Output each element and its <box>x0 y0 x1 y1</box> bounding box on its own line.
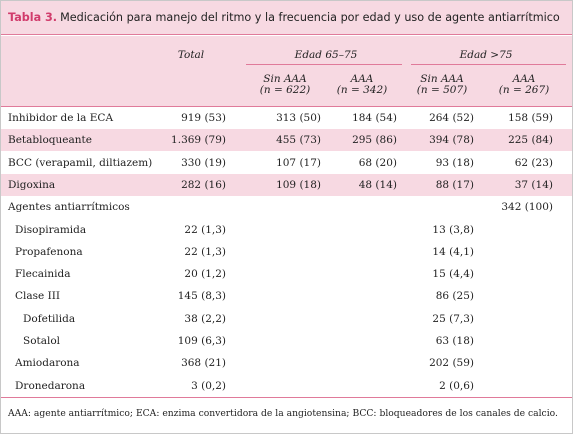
header-sub-col: AAA (n = 342) <box>323 74 401 96</box>
table-row: Inhibidor de la ECA 919 (53) 313 (50) 184 (… <box>1 107 572 129</box>
cell-g2-sin: 202 (59) <box>429 357 474 370</box>
table-row: Dofetilida 38 (2,2) 25 (7,3) <box>1 308 572 330</box>
table-row: Flecainida 20 (1,2) 15 (4,4) <box>1 263 572 285</box>
cell-g2-sin: 13 (3,8) <box>432 223 474 236</box>
cell-g1-sin: 109 (18) <box>276 178 321 191</box>
table-row: Amiodarona 368 (21) 202 (59) <box>1 352 572 374</box>
header-group-over-75-rule <box>411 64 566 65</box>
header-sub-line2: (n = 342) <box>336 84 388 96</box>
cell-g1-aaa: 68 (20) <box>358 156 397 169</box>
row-label: Betabloqueante <box>8 134 92 147</box>
table-row: Sotalol 109 (6,3) 63 (18) <box>1 330 572 352</box>
cell-g2-sin: 2 (0,6) <box>439 379 474 392</box>
table-bottom-rule <box>1 397 572 398</box>
table-row: BCC (verapamil, diltiazem) 330 (19) 107 (1… <box>1 152 572 174</box>
cell-total: 368 (21) <box>181 357 226 370</box>
cell-total: 919 (53) <box>181 112 226 124</box>
header-sub-col: AAA (n = 267) <box>485 74 563 96</box>
header-sub-col: Sin AAA (n = 507) <box>403 74 481 96</box>
row-label: Inhibidor de la ECA <box>8 112 114 124</box>
cell-total: 22 (1,3) <box>184 223 226 236</box>
cell-g2-sin: 88 (17) <box>435 178 474 191</box>
table-row: Propafenona 22 (1,3) 14 (4,1) <box>1 241 572 263</box>
cell-total: 330 (19) <box>181 156 226 169</box>
header-sub-line2: (n = 622) <box>259 84 311 96</box>
table-row: Betabloqueante 1.369 (79) 455 (73) 295 (86)… <box>1 129 572 152</box>
cell-g1-aaa: 184 (54) <box>352 112 397 124</box>
cell-g2-sin: 86 (25) <box>435 290 474 303</box>
header-group-65-75-rule <box>246 64 402 65</box>
row-label: Propafenona <box>15 245 83 258</box>
header-group-65-75: Edad 65–75 <box>294 49 358 61</box>
cell-g2-sin: 14 (4,1) <box>432 245 474 258</box>
cell-g1-sin: 313 (50) <box>276 112 321 124</box>
cell-g1-sin: 107 (17) <box>276 156 321 169</box>
header-total: Total <box>177 49 205 61</box>
table-row: Clase III 145 (8,3) 86 (25) <box>1 285 572 307</box>
table-row: Dronedarona 3 (0,2) 2 (0,6) <box>1 375 572 397</box>
cell-g2-sin: 15 (4,4) <box>432 268 474 281</box>
header-sub-line1: Sin AAA <box>420 73 464 85</box>
cell-g2-aaa: 62 (23) <box>514 156 553 169</box>
cell-total: 145 (8,3) <box>177 290 226 303</box>
row-label: Clase III <box>15 290 61 303</box>
row-label: Disopiramida <box>15 223 87 236</box>
cell-total: 1.369 (79) <box>171 134 226 147</box>
cell-total: 22 (1,3) <box>184 245 226 258</box>
row-label: BCC (verapamil, diltiazem) <box>8 156 153 169</box>
cell-g1-sin: 455 (73) <box>276 134 321 147</box>
table-row: Agentes antiarrítmicos 342 (100) <box>1 196 572 218</box>
table-caption-label: Tabla 3. <box>8 11 58 24</box>
table-row: Disopiramida 22 (1,3) 13 (3,8) <box>1 219 572 241</box>
header-sub-line1: Sin AAA <box>263 73 307 85</box>
cell-g2-sin: 264 (52) <box>429 112 474 124</box>
header-group-over-75: Edad >75 <box>459 49 513 61</box>
row-label: Amiodarona <box>15 357 80 370</box>
cell-g1-aaa: 295 (86) <box>352 134 397 147</box>
table-header: Total Edad 65–75 Edad >75 Sin AAA (n = 6… <box>1 36 572 107</box>
cell-g2-aaa: 37 (14) <box>514 178 553 191</box>
table-row: Digoxina 282 (16) 109 (18) 48 (14) 88 (17) 37… <box>1 173 572 196</box>
row-label: Dofetilida <box>23 312 76 325</box>
row-label: Digoxina <box>8 178 56 191</box>
cell-g2-sin: 25 (7,3) <box>432 312 474 325</box>
cell-total: 38 (2,2) <box>184 312 226 325</box>
cell-total: 109 (6,3) <box>177 335 226 347</box>
table-caption-text: Medicación para manejo del ritmo y la fr… <box>60 11 560 24</box>
cell-g2-aaa: 225 (84) <box>508 134 553 147</box>
cell-total: 282 (16) <box>181 178 226 191</box>
cell-g1-aaa: 48 (14) <box>358 178 397 191</box>
row-label: Flecainida <box>15 268 71 281</box>
header-sub-line1: AAA <box>350 73 374 85</box>
cell-total: 20 (1,2) <box>184 268 226 281</box>
table-caption: Tabla 3. Medicación para manejo del ritmo… <box>1 1 572 35</box>
cell-g2-sin: 63 (18) <box>435 335 474 347</box>
header-sub-line2: (n = 507) <box>416 84 468 96</box>
cell-g2-aaa: 158 (59) <box>508 112 553 124</box>
row-label: Dronedarona <box>15 379 86 392</box>
cell-g2-aaa: 342 (100) <box>501 201 553 214</box>
row-label: Agentes antiarrítmicos <box>8 201 130 214</box>
cell-total: 3 (0,2) <box>191 379 226 392</box>
table-footnote: AAA: agente antiarrítmico; ECA: enzima c… <box>8 408 558 419</box>
row-label: Sotalol <box>23 335 61 347</box>
cell-g2-sin: 93 (18) <box>435 156 474 169</box>
cell-g2-sin: 394 (78) <box>429 134 474 147</box>
header-sub-line2: (n = 267) <box>498 84 550 96</box>
header-sub-col: Sin AAA (n = 622) <box>246 74 324 96</box>
header-sub-line1: AAA <box>512 73 536 85</box>
